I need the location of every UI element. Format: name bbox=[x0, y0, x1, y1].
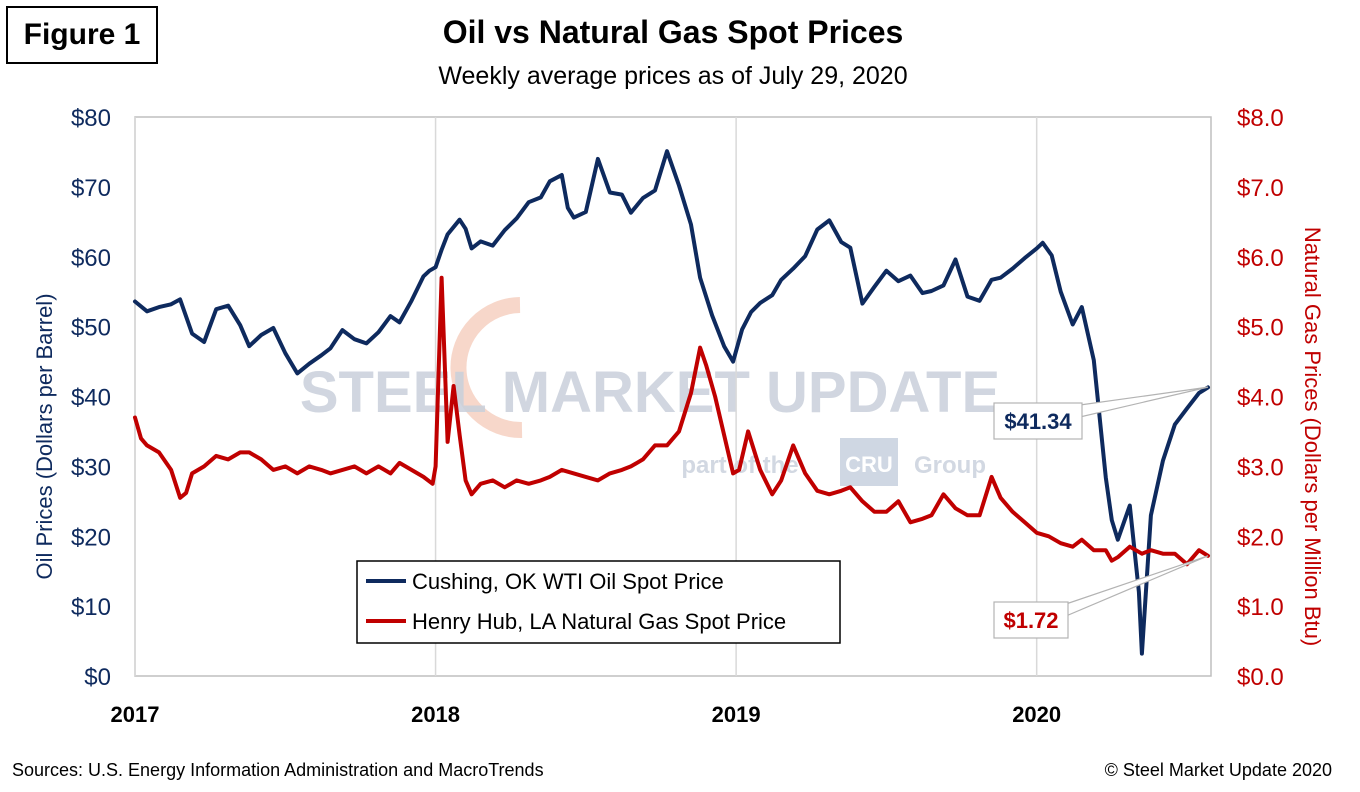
gas-last-value-label: $1.72 bbox=[1003, 608, 1058, 633]
figure-label: Figure 1 bbox=[6, 6, 158, 64]
series-layer bbox=[133, 149, 1210, 656]
gas-price-line bbox=[133, 275, 1210, 567]
annotation-layer: $41.34 $1.72 bbox=[993, 386, 1209, 639]
chart-subtitle: Weekly average prices as of July 29, 202… bbox=[438, 62, 908, 90]
x-tick-label: 2017 bbox=[111, 702, 160, 727]
chart-title: Oil vs Natural Gas Spot Prices bbox=[442, 14, 904, 50]
y-left-tick-label: $60 bbox=[71, 245, 111, 272]
legend-entry-label: Henry Hub, LA Natural Gas Spot Price bbox=[412, 609, 786, 634]
legend: Cushing, OK WTI Oil Spot Price Henry Hub,… bbox=[356, 560, 841, 644]
y-left-tick-label: $80 bbox=[71, 105, 111, 132]
y-right-axis-title: Natural Gas Prices (Dollars per Million … bbox=[1300, 227, 1325, 646]
callout-pointer bbox=[1079, 386, 1209, 418]
x-tick-label: 2018 bbox=[411, 702, 460, 727]
watermark-swoosh bbox=[450, 297, 523, 439]
y-left-tick-label: $70 bbox=[71, 175, 111, 202]
y-right-tick-label: $7.0 bbox=[1237, 175, 1284, 202]
callout-box bbox=[993, 402, 1083, 440]
y-left-axis-title: Oil Prices (Dollars per Barrel) bbox=[32, 293, 57, 579]
legend-entry-label: Cushing, OK WTI Oil Spot Price bbox=[412, 569, 724, 594]
y-right-tick-label: $4.0 bbox=[1237, 385, 1284, 412]
oil-price-line bbox=[133, 149, 1210, 656]
axes-layer: $0 $10 $20 $30 $40 $50 $60 $70 $80 $0.0 $1.0 $2.0 $3… bbox=[32, 105, 1325, 727]
watermark-cru-text: CRU bbox=[845, 452, 893, 477]
callout-box bbox=[993, 601, 1069, 639]
oil-last-value-label: $41.34 bbox=[1004, 409, 1072, 434]
y-left-tick-label: $10 bbox=[71, 594, 111, 621]
x-tick-label: 2020 bbox=[1012, 702, 1061, 727]
copyright-note: © Steel Market Update 2020 bbox=[1104, 760, 1332, 780]
y-right-tick-label: $5.0 bbox=[1237, 315, 1284, 342]
y-right-tick-label: $6.0 bbox=[1237, 245, 1284, 272]
y-right-tick-label: $8.0 bbox=[1237, 105, 1284, 132]
watermark-text: STEEL MARKET UPDATE bbox=[300, 360, 1000, 425]
sources-note: Sources: U.S. Energy Information Adminis… bbox=[12, 760, 544, 780]
y-left-tick-label: $0 bbox=[84, 664, 111, 691]
y-right-tick-label: $2.0 bbox=[1237, 524, 1284, 551]
x-tick-label: 2019 bbox=[712, 702, 761, 727]
watermark-sub-suffix: Group bbox=[914, 452, 986, 479]
y-left-tick-label: $20 bbox=[71, 524, 111, 551]
watermark-cru-box bbox=[840, 438, 898, 486]
legend-box bbox=[356, 560, 841, 644]
y-left-tick-label: $30 bbox=[71, 454, 111, 481]
y-right-tick-label: $0.0 bbox=[1237, 664, 1284, 691]
y-right-tick-label: $1.0 bbox=[1237, 594, 1284, 621]
y-left-tick-label: $40 bbox=[71, 385, 111, 412]
y-right-tick-label: $3.0 bbox=[1237, 454, 1284, 481]
y-left-tick-label: $50 bbox=[71, 315, 111, 342]
